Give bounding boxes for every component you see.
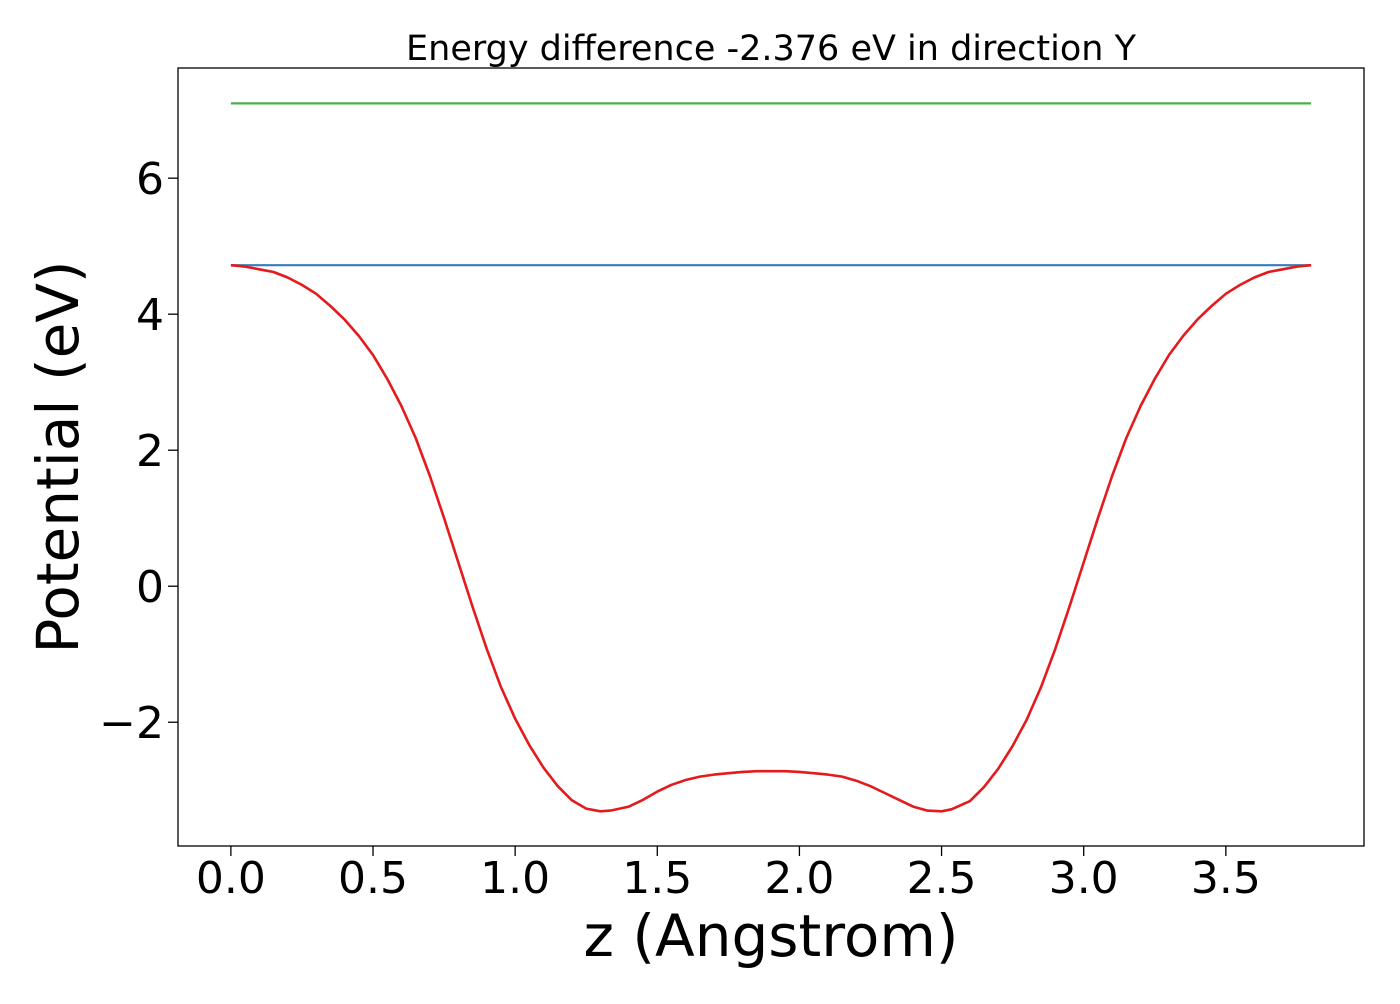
y-tick-label: −2 (99, 698, 164, 749)
x-tick-label: 1.0 (480, 853, 550, 904)
y-axis-label: Potential (eV) (24, 260, 92, 653)
x-axis: 0.0 0.5 1.0 1.5 2.0 2.5 3.0 3.5 (196, 846, 1261, 904)
x-tick-label: 3.5 (1191, 853, 1261, 904)
plot-frame (177, 67, 1365, 847)
x-tick-label: 1.5 (622, 853, 692, 904)
chart-title: Energy difference -2.376 eV in direction… (406, 29, 1137, 69)
x-tick-label: 2.5 (907, 853, 977, 904)
y-tick-label: 0 (136, 562, 164, 613)
y-tick-label: 2 (136, 426, 164, 477)
x-tick-label: 3.0 (1049, 853, 1119, 904)
x-axis-label: z (Angstrom) (584, 902, 959, 970)
y-tick-label: 4 (136, 290, 164, 341)
x-tick-label: 0.0 (196, 853, 266, 904)
plot-area (178, 68, 1364, 846)
y-tick-label: 6 (136, 154, 164, 205)
x-tick-label: 2.0 (764, 853, 834, 904)
series-line-3 (230, 263, 1312, 813)
series-layer (230, 102, 1312, 813)
y-axis: −2 0 2 4 6 (99, 154, 178, 749)
x-tick-label: 0.5 (338, 853, 408, 904)
